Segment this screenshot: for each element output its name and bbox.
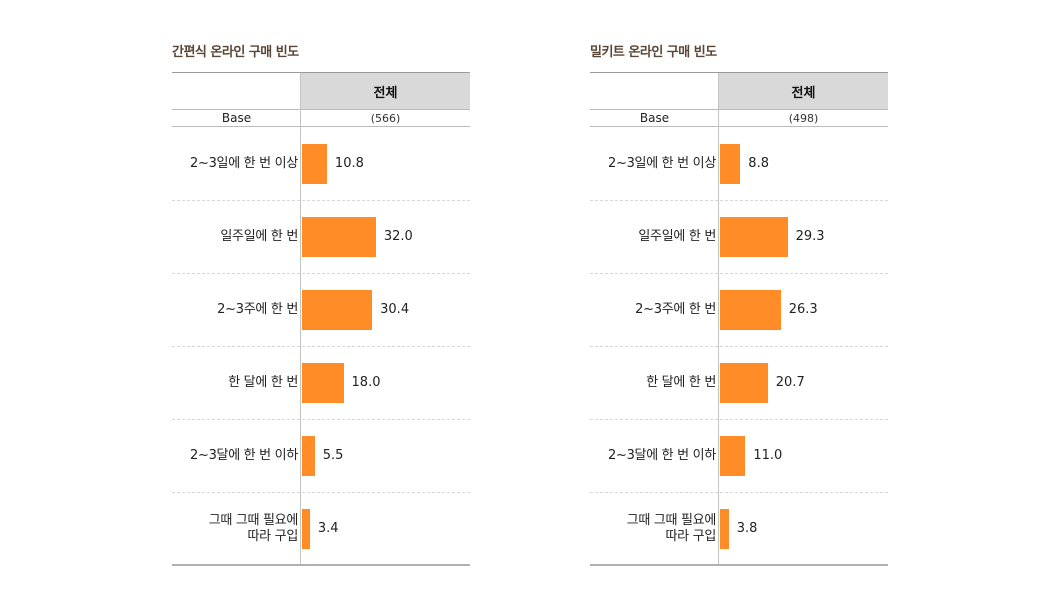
column-header: 전체 [719,73,888,109]
value-label: 30.4 [380,301,410,317]
value-label: 10.8 [334,155,364,171]
bar [720,435,746,476]
chart-title: 간편식 온라인 구매 빈도 [172,45,299,60]
bar [302,435,315,476]
value-label: 11.0 [753,447,783,463]
value-label: 5.5 [322,447,344,463]
table-bottom-rule [590,564,888,566]
value-label: 8.8 [748,155,769,171]
base-rule [590,126,888,127]
category-label: 2~3달에 한 번 이하 [608,447,716,463]
row-separator [590,200,888,201]
row-separator [590,273,888,274]
category-label: 2~3주에 한 번 [635,301,716,317]
bar [302,508,310,549]
bar [720,508,729,549]
category-label: 한 달에 한 번 [646,374,716,390]
header-rule [590,109,888,110]
value-label: 20.7 [775,374,805,390]
bar [302,216,376,257]
row-separator [590,346,888,347]
chart-panel-meal-kit: 밀키트 온라인 구매 빈도 전체 Base (498) 2~3일에 한 번 이상… [590,0,890,590]
header-rule [172,109,470,110]
row-separator [590,419,888,420]
chart-panel-convenience-food: 간편식 온라인 구매 빈도 전체 Base (566) 2~3일에 한 번 이상… [172,0,472,590]
value-label: 29.3 [795,228,825,244]
bar [720,216,788,257]
value-label: 32.0 [383,228,413,244]
table-bottom-rule [172,564,470,566]
value-label: 3.4 [317,520,339,536]
base-rule [172,126,470,127]
value-label: 18.0 [351,374,381,390]
base-value: (498) [788,111,819,125]
value-label: 3.8 [736,520,758,536]
chart-title: 밀키트 온라인 구매 빈도 [590,45,717,60]
bar [302,362,344,403]
row-separator [172,273,470,274]
category-axis-line [718,73,719,564]
bar [302,289,373,330]
value-label: 26.3 [788,301,818,317]
category-label: 일주일에 한 번 [638,228,716,244]
category-label: 그때 그때 필요에 따라 구입 [626,512,717,544]
bar [302,143,327,184]
category-label: 2~3일에 한 번 이상 [608,155,716,171]
base-value: (566) [370,111,401,125]
category-label: 2~3달에 한 번 이하 [190,447,298,463]
row-separator [590,492,888,493]
row-separator [172,200,470,201]
base-label: Base [221,111,252,125]
row-separator [172,346,470,347]
bar [720,289,781,330]
row-separator [172,492,470,493]
category-label: 2~3일에 한 번 이상 [190,155,298,171]
row-separator [172,419,470,420]
category-label: 일주일에 한 번 [220,228,298,244]
bar [720,362,768,403]
category-label: 한 달에 한 번 [228,374,298,390]
category-label: 그때 그때 필요에 따라 구입 [208,512,299,544]
column-header: 전체 [301,73,470,109]
bar [720,143,741,184]
table-top-rule [172,72,470,73]
table-top-rule [590,72,888,73]
category-axis-line [300,73,301,564]
category-label: 2~3주에 한 번 [217,301,298,317]
base-label: Base [639,111,670,125]
